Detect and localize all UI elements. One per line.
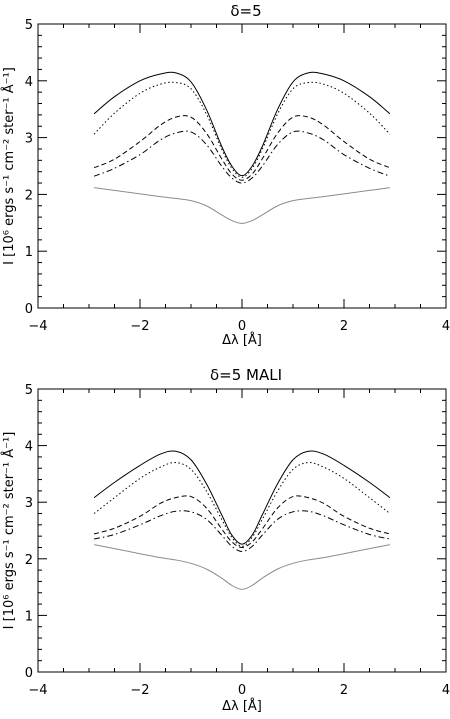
y-axis-title: I [10⁶ ergs s⁻¹ cm⁻² ster⁻¹ Å⁻¹] [1, 432, 17, 630]
x-tick-label: −4 [28, 319, 47, 334]
x-tick-label: 4 [442, 683, 450, 698]
series-line-1 [93, 462, 391, 547]
x-tick-label: 0 [238, 683, 246, 698]
series-line-2 [93, 495, 391, 548]
x-tick-label: 0 [238, 319, 246, 334]
x-axis-title: Δλ [Å] [222, 698, 262, 714]
series-line-2 [93, 115, 391, 181]
y-tick-label: 5 [25, 18, 33, 33]
chart-panel-bottom: −4 −2 0 2 4 0 1 2 3 4 5 δ=5 MALI Δλ [Å] I [10⁶ ergs s… [1, 366, 450, 714]
y-tick-label: 0 [25, 666, 33, 681]
y-tick-label: 1 [25, 609, 33, 624]
x-tick-label: 2 [340, 319, 348, 334]
y-tick-label: 2 [25, 553, 33, 568]
series-line-4 [94, 187, 390, 224]
y-tick-label: 3 [25, 496, 33, 511]
series-line-0 [93, 450, 391, 545]
y-tick-label: 0 [25, 302, 33, 317]
x-tick-label: 2 [340, 683, 348, 698]
chart-title: δ=5 MALI [210, 366, 282, 384]
x-tick-label: −2 [130, 319, 149, 334]
x-tick-label: −4 [28, 683, 47, 698]
y-tick-label: 3 [25, 132, 33, 147]
y-tick-label: 5 [25, 383, 33, 398]
series-line-3 [93, 510, 391, 552]
x-axis-title: Δλ [Å] [222, 332, 262, 348]
chart-title: δ=5 [230, 2, 261, 20]
x-tick-label: −2 [130, 683, 149, 698]
y-tick-label: 1 [25, 245, 33, 260]
series-line-3 [93, 130, 391, 184]
plot-frame [37, 388, 447, 673]
series-line-4 [94, 544, 390, 590]
x-tick-label: 4 [442, 319, 450, 334]
chart-panel-top: −4 −2 0 2 4 0 1 2 3 4 5 δ=5 Δλ [Å] I [10⁶ ergs s⁻¹ cm… [1, 2, 450, 348]
y-tick-label: 2 [25, 188, 33, 203]
y-axis-title: I [10⁶ ergs s⁻¹ cm⁻² ster⁻¹ Å⁻¹] [1, 67, 17, 265]
series-line-0 [93, 71, 391, 177]
series-line-1 [93, 81, 391, 178]
y-tick-label: 4 [25, 440, 33, 455]
y-tick-label: 4 [25, 75, 33, 90]
